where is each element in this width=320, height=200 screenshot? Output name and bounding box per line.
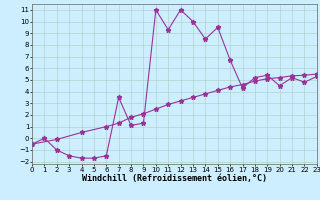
X-axis label: Windchill (Refroidissement éolien,°C): Windchill (Refroidissement éolien,°C)	[82, 174, 267, 183]
